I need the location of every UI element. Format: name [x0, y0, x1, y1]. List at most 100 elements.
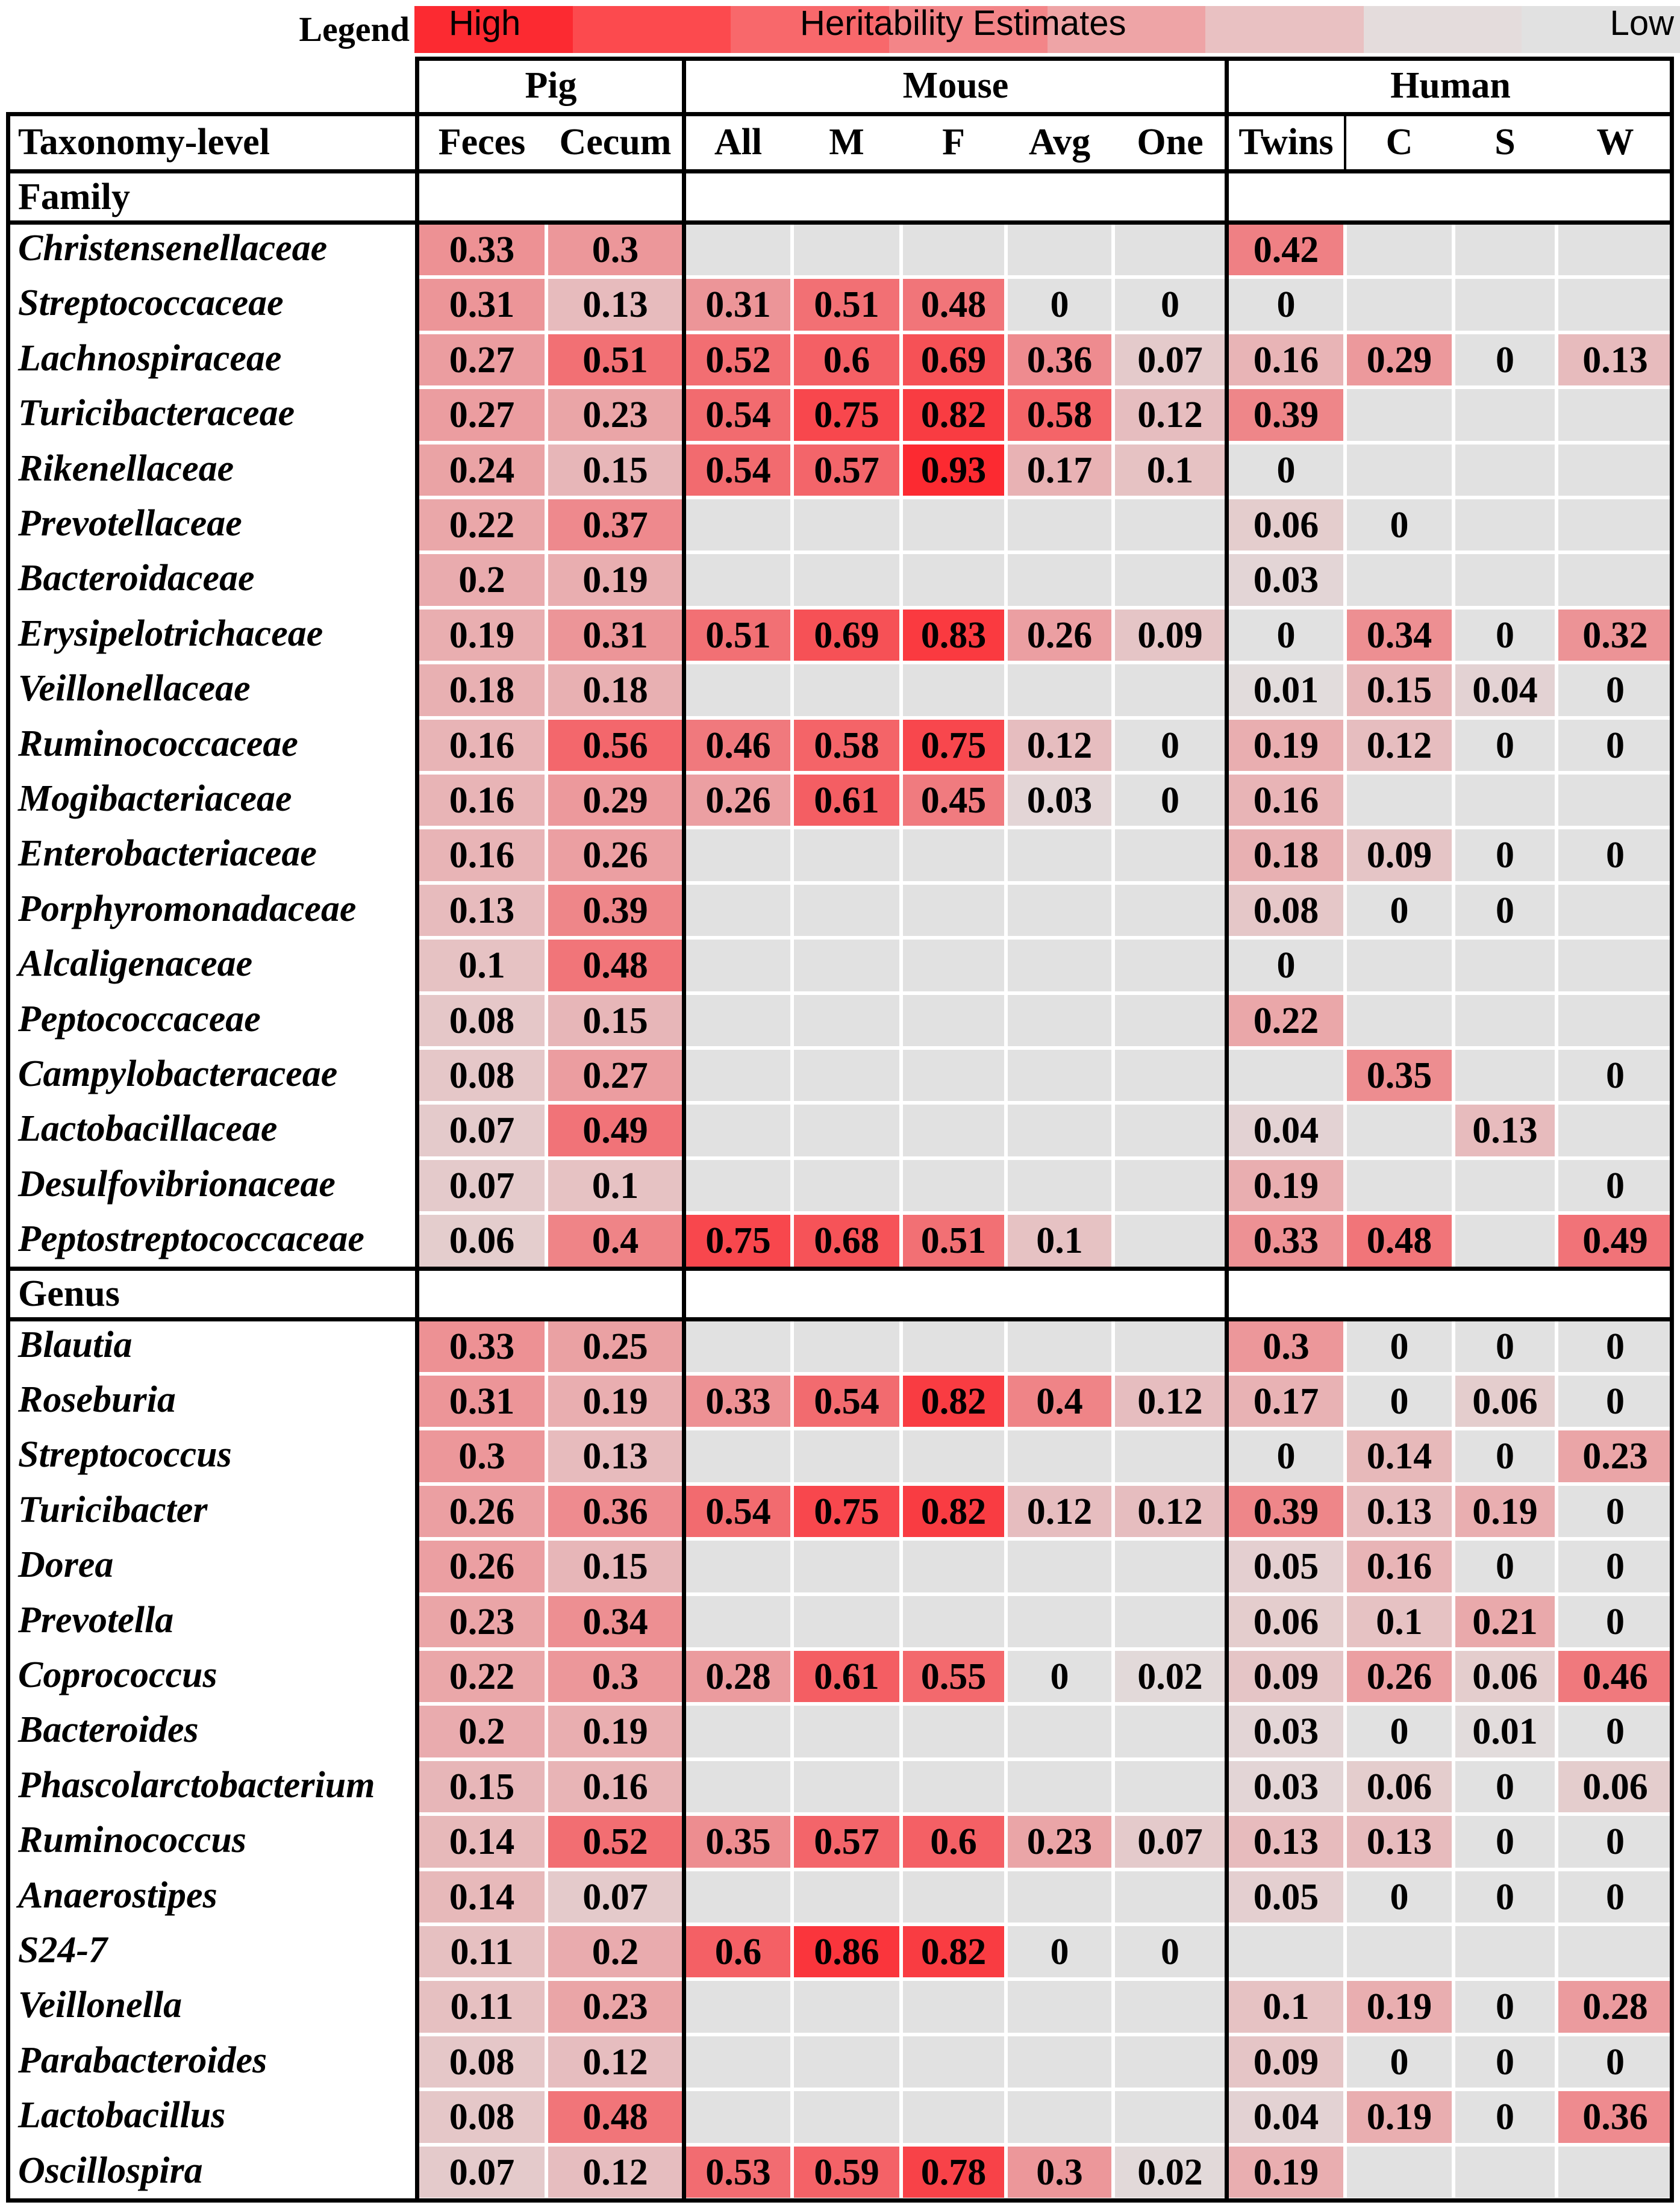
empty-cell — [1345, 1103, 1454, 1158]
header-bottom-border — [6, 169, 1674, 173]
empty-cell — [1113, 1429, 1227, 1484]
empty-cell — [901, 663, 1006, 718]
heat-cell: 0.14 — [1345, 1429, 1454, 1484]
table-top-border — [6, 112, 1674, 116]
empty-cell — [1006, 1158, 1113, 1214]
empty-cell — [1454, 277, 1557, 332]
heat-cell: 0.61 — [792, 1649, 901, 1704]
empty-cell — [901, 1158, 1006, 1214]
heat-cell: 0 — [1454, 1318, 1557, 1374]
heat-cell: 0.22 — [417, 1649, 546, 1704]
heat-cell: 0 — [1227, 607, 1345, 663]
heat-cell: 0.21 — [1454, 1594, 1557, 1649]
heat-cell: 0.17 — [1227, 1374, 1345, 1429]
heat-cell: 0.12 — [546, 2034, 684, 2090]
heat-cell: 0 — [1454, 2089, 1557, 2145]
heat-cell: 0.31 — [546, 607, 684, 663]
empty-cell — [1454, 442, 1557, 497]
heat-cell: 0.3 — [1227, 1318, 1345, 1374]
column-header: Avg — [1006, 116, 1113, 169]
empty-cell — [684, 993, 792, 1048]
heat-cell: 0.19 — [546, 1374, 684, 1429]
heat-cell: 0 — [1557, 1483, 1674, 1539]
section-bottom-border — [6, 220, 1674, 225]
heat-cell: 0 — [1557, 1594, 1674, 1649]
empty-cell — [1557, 497, 1674, 553]
heat-cell: 0.07 — [417, 1103, 546, 1158]
heat-cell: 0.04 — [1227, 1103, 1345, 1158]
heat-cell: 0.28 — [684, 1649, 792, 1704]
empty-cell — [792, 1429, 901, 1484]
empty-cell — [684, 663, 792, 718]
legend-swatch — [572, 6, 732, 53]
heat-cell: 0.19 — [546, 552, 684, 608]
empty-cell — [684, 1594, 792, 1649]
taxon-label: Veillonellaceae — [6, 663, 417, 718]
heat-cell: 0.15 — [546, 1539, 684, 1594]
section-label: Genus — [6, 1268, 417, 1319]
empty-cell — [684, 1539, 792, 1594]
heat-cell: 0.36 — [1557, 2089, 1674, 2145]
heat-cell: 0.13 — [417, 882, 546, 938]
taxon-label: Streptococcaceae — [6, 277, 417, 332]
empty-cell — [1113, 663, 1227, 718]
empty-cell — [1113, 1869, 1227, 1924]
heat-cell: 0.52 — [546, 1814, 684, 1870]
heat-cell: 0.31 — [417, 277, 546, 332]
heat-cell: 0.18 — [1227, 828, 1345, 883]
heat-cell: 0.23 — [417, 1594, 546, 1649]
taxon-label: Erysipelotrichaceae — [6, 607, 417, 663]
column-header: Taxonomy-level — [6, 116, 417, 169]
heat-cell: 0.39 — [1227, 1483, 1345, 1539]
heat-cell: 0 — [1345, 497, 1454, 553]
empty-cell — [901, 828, 1006, 883]
heat-cell: 0.06 — [1557, 1759, 1674, 1815]
taxon-label: Parabacteroides — [6, 2034, 417, 2090]
heat-cell: 0.26 — [1006, 607, 1113, 663]
empty-cell — [684, 882, 792, 938]
empty-cell — [792, 1048, 901, 1103]
empty-cell — [1345, 552, 1454, 608]
taxon-label: Dorea — [6, 1539, 417, 1594]
heat-cell: 0.1 — [417, 938, 546, 993]
empty-cell — [1006, 2034, 1113, 2090]
empty-cell — [792, 993, 901, 1048]
heat-cell: 0.75 — [901, 717, 1006, 773]
heat-cell: 0.12 — [1006, 1483, 1113, 1539]
heat-cell: 0.59 — [792, 2144, 901, 2200]
column-header: Cecum — [546, 116, 684, 169]
taxon-label: Lachnospiraceae — [6, 332, 417, 388]
empty-cell — [684, 552, 792, 608]
heat-cell: 0 — [1557, 1539, 1674, 1594]
empty-cell — [1345, 1158, 1454, 1214]
heat-cell: 0.29 — [546, 773, 684, 828]
heat-cell: 0.09 — [1227, 1649, 1345, 1704]
empty-cell — [1345, 993, 1454, 1048]
heat-cell: 0 — [1557, 663, 1674, 718]
empty-cell — [792, 497, 901, 553]
heat-cell: 0 — [1557, 1704, 1674, 1759]
empty-cell — [1113, 993, 1227, 1048]
heat-cell: 0 — [1006, 277, 1113, 332]
heat-cell: 0 — [1227, 938, 1345, 993]
heat-cell: 0 — [1557, 1048, 1674, 1103]
heat-cell: 0.05 — [1227, 1869, 1345, 1924]
heat-cell: 0.51 — [792, 277, 901, 332]
empty-cell — [1227, 1048, 1345, 1103]
empty-cell — [1113, 828, 1227, 883]
empty-cell — [1006, 1594, 1113, 1649]
heat-cell: 0 — [1454, 1759, 1557, 1815]
heat-cell: 0.51 — [901, 1213, 1006, 1268]
heat-cell: 0 — [1454, 1979, 1557, 2035]
heat-cell: 0 — [1557, 1318, 1674, 1374]
heat-cell: 0.36 — [546, 1483, 684, 1539]
section-top-border — [6, 1266, 1674, 1271]
taxon-label: Veillonella — [6, 1979, 417, 2035]
heat-cell: 0.12 — [1113, 387, 1227, 443]
heat-cell: 0.2 — [417, 1704, 546, 1759]
heat-cell: 0 — [1557, 1814, 1674, 1870]
taxon-label: Turicibacter — [6, 1483, 417, 1539]
section-bottom-border — [6, 1317, 1674, 1321]
heat-cell: 0.54 — [684, 387, 792, 443]
group-header-mouse: Mouse — [684, 60, 1227, 112]
